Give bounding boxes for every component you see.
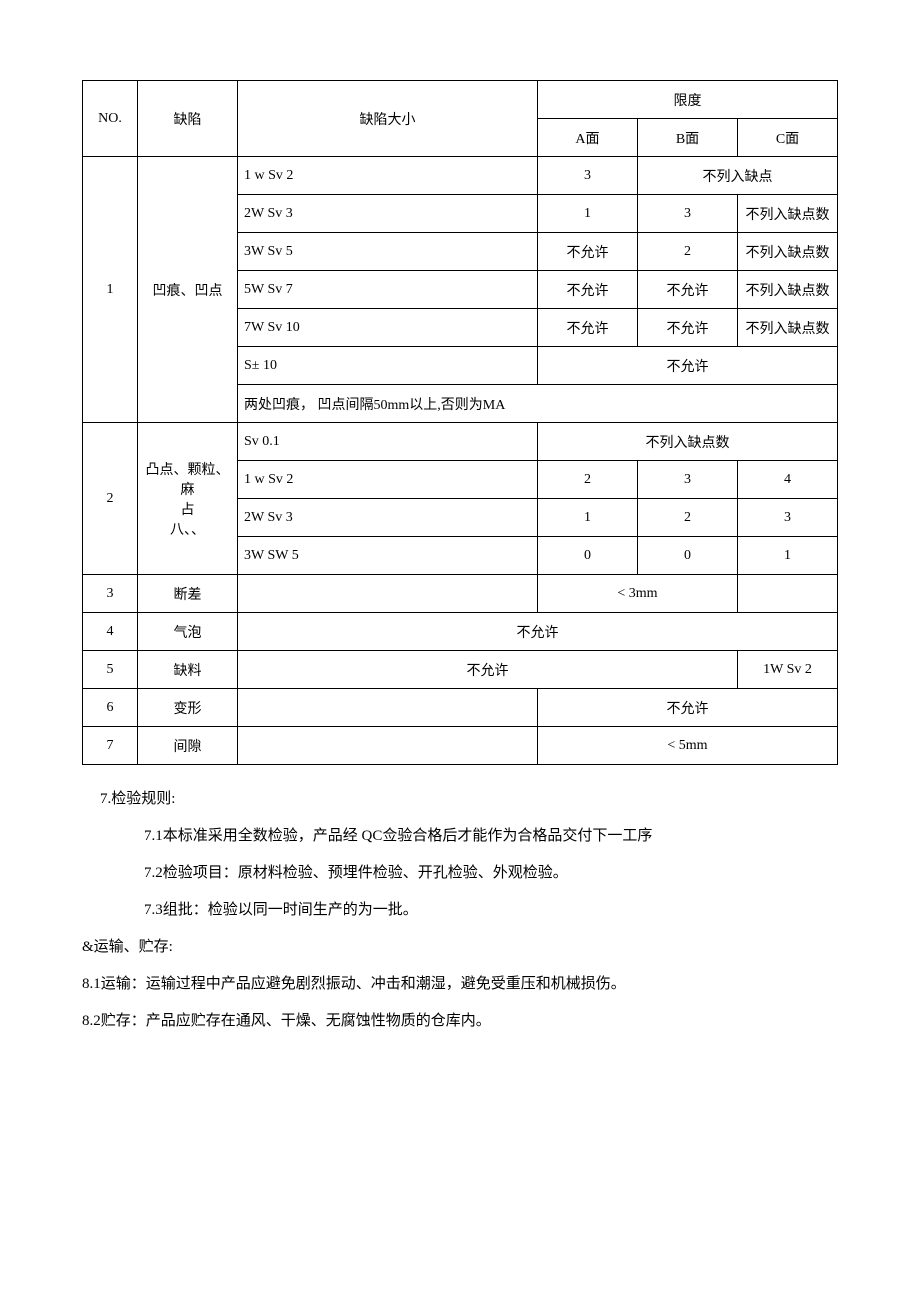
header-face-c: C面: [737, 119, 837, 157]
cell-bc: 不列入缺点: [637, 157, 837, 195]
cell-abc: < 5mm: [537, 727, 837, 765]
cell-a: 0: [537, 537, 637, 575]
cell-c: 3: [737, 499, 837, 537]
cell-size: 1 w Sv 2: [238, 157, 538, 195]
cell-defect: 凹痕、凹点: [138, 157, 238, 423]
cell-no: 3: [83, 575, 138, 613]
paragraph-8-1: 8.1运输：运输过程中产品应避免剧烈振动、冲击和潮湿，避免受重压和机械损伤。: [82, 968, 838, 1001]
table-row: 7 间隙 < 5mm: [83, 727, 838, 765]
defect-text-line3: 八、、: [142, 519, 233, 539]
paragraph-8-2: 8.2贮存：产品应贮存在通风、干燥、无腐蚀性物质的仓库内。: [82, 1005, 838, 1038]
header-face-a: A面: [537, 119, 637, 157]
cell-c: 1: [737, 537, 837, 575]
cell-defect: 断差: [138, 575, 238, 613]
paragraph-7-1: 7.1本标准采用全数检验，产品经 QC佥验合格后才能作为合格品交付下一工序: [82, 820, 838, 853]
cell-b: 0: [637, 537, 737, 575]
header-row-1: NO. 缺陷 缺陷大小 限度: [83, 81, 838, 119]
cell-size: 2W Sv 3: [238, 499, 538, 537]
paragraph-8-header: &运输、贮存:: [82, 931, 838, 964]
cell-no: 7: [83, 727, 138, 765]
cell-b: 不允许: [637, 271, 737, 309]
defect-text-line2: 占: [142, 499, 233, 519]
cell-a: 3: [537, 157, 637, 195]
cell-c: [737, 575, 837, 613]
cell-no: 6: [83, 689, 138, 727]
cell-b: 不允许: [637, 309, 737, 347]
table-row: 2 凸点、颗粒、麻 占 八、、 Sv 0.1 不列入缺点数: [83, 423, 838, 461]
cell-size-ab: 不允许: [238, 651, 738, 689]
cell-size: 1 w Sv 2: [238, 461, 538, 499]
cell-note: 两处凹痕， 凹点间隔50mm以上,否则为MA: [238, 385, 838, 423]
cell-b: 3: [637, 461, 737, 499]
cell-c: 不列入缺点数: [737, 233, 837, 271]
cell-c: 不列入缺点数: [737, 195, 837, 233]
cell-size: Sv 0.1: [238, 423, 538, 461]
cell-size: [238, 689, 538, 727]
cell-size: 2W Sv 3: [238, 195, 538, 233]
cell-b: 2: [637, 499, 737, 537]
cell-size: [238, 575, 538, 613]
cell-a: 2: [537, 461, 637, 499]
cell-size: 5W Sv 7: [238, 271, 538, 309]
cell-c: 不列入缺点数: [737, 271, 837, 309]
table-row: 5 缺料 不允许 1W Sv 2: [83, 651, 838, 689]
cell-a: 不允许: [537, 309, 637, 347]
cell-c: 不列入缺点数: [737, 309, 837, 347]
cell-size: 3W SW 5: [238, 537, 538, 575]
cell-defect: 凸点、颗粒、麻 占 八、、: [138, 423, 238, 575]
cell-defect: 缺料: [138, 651, 238, 689]
cell-no: 2: [83, 423, 138, 575]
header-limit: 限度: [537, 81, 837, 119]
cell-all: 不允许: [238, 613, 838, 651]
cell-defect: 变形: [138, 689, 238, 727]
header-size: 缺陷大小: [238, 81, 538, 157]
header-defect: 缺陷: [138, 81, 238, 157]
cell-size: 7W Sv 10: [238, 309, 538, 347]
cell-defect: 气泡: [138, 613, 238, 651]
cell-abc: 不列入缺点数: [537, 423, 837, 461]
table-row: 3 断差 < 3mm: [83, 575, 838, 613]
paragraph-7-2: 7.2检验项目：原材料检验、预埋件检验、开孔检验、外观检验。: [82, 857, 838, 890]
cell-no: 1: [83, 157, 138, 423]
header-face-b: B面: [637, 119, 737, 157]
cell-no: 4: [83, 613, 138, 651]
cell-a: 1: [537, 195, 637, 233]
defect-text-line1: 凸点、颗粒、麻: [142, 459, 233, 499]
cell-a: 不允许: [537, 271, 637, 309]
defect-table: NO. 缺陷 缺陷大小 限度 A面 B面 C面 1 凹痕、凹点 1 w Sv 2…: [82, 80, 838, 765]
cell-abc: 不允许: [537, 689, 837, 727]
paragraph-7-3: 7.3组批：检验以同一时间生产的为一批。: [82, 894, 838, 927]
header-no: NO.: [83, 81, 138, 157]
cell-a: 不允许: [537, 233, 637, 271]
cell-c: 4: [737, 461, 837, 499]
table-row: 1 凹痕、凹点 1 w Sv 2 3 不列入缺点: [83, 157, 838, 195]
table-row: 6 变形 不允许: [83, 689, 838, 727]
cell-abc: 不允许: [537, 347, 837, 385]
cell-b: 2: [637, 233, 737, 271]
cell-defect: 间隙: [138, 727, 238, 765]
cell-c: 1W Sv 2: [737, 651, 837, 689]
paragraph-7: 7.检验规则:: [82, 783, 838, 816]
cell-size: S± 10: [238, 347, 538, 385]
cell-a: 1: [537, 499, 637, 537]
cell-size: 3W Sv 5: [238, 233, 538, 271]
cell-size: [238, 727, 538, 765]
cell-b: 3: [637, 195, 737, 233]
cell-ab: < 3mm: [537, 575, 737, 613]
table-row: 4 气泡 不允许: [83, 613, 838, 651]
cell-no: 5: [83, 651, 138, 689]
text-content: 7.检验规则: 7.1本标准采用全数检验，产品经 QC佥验合格后才能作为合格品交…: [82, 783, 838, 1038]
